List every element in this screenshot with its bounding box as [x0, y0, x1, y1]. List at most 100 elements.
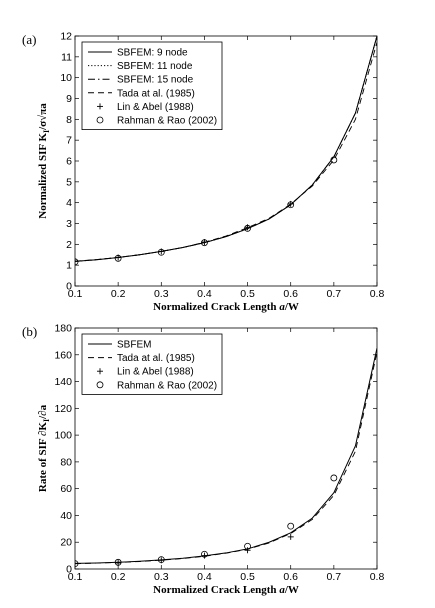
y-tick-label: 9 [66, 93, 72, 105]
x-tick-label: 0.5 [240, 288, 255, 300]
y-tick-label: 2 [66, 239, 72, 251]
data-point-circle [244, 224, 251, 232]
series-line [75, 36, 377, 262]
data-point-plus [287, 533, 294, 540]
legend-entry: SBFEM: 9 node [117, 48, 188, 59]
x-axis-title: Normalized Crack Length a/W [153, 584, 299, 596]
data-point-plus [244, 547, 251, 554]
plot-area [75, 347, 377, 568]
series-6 [75, 156, 338, 266]
legend-entry: Tada at al. (1985) [117, 353, 195, 364]
series-line [75, 42, 377, 262]
x-tick-label: 0.8 [370, 288, 385, 300]
legend: SBFEM Tada at al. (1985) Lin & Abel (1988)… [81, 333, 223, 395]
axes-box [74, 327, 378, 570]
x-tick-label: 0.6 [283, 571, 298, 583]
series-4 [75, 42, 377, 262]
legend-entry: Rahman & Rao (2002) [117, 380, 217, 391]
y-tick-label: 11 [61, 51, 72, 63]
series-4 [75, 474, 338, 568]
y-tick-label: 4 [66, 197, 72, 209]
panel-label: (b) [22, 324, 37, 339]
data-point-circle [244, 542, 251, 550]
data-point-circle [330, 474, 338, 482]
chart-panel-1: (a)0.1 0.2 0.3 0.4 0.5 0.6 0.7 0.80123456789101… [22, 31, 384, 314]
y-tick-label: 120 [54, 403, 72, 415]
y-tick-label: 6 [66, 156, 72, 168]
series-2 [75, 352, 377, 565]
data-point-circle [114, 254, 122, 262]
data-point-circle [287, 522, 295, 530]
y-tick-label: 1 [66, 260, 72, 272]
y-tick-label: 8 [66, 114, 72, 126]
y-tick-label: 180 [54, 323, 72, 335]
data-point-circle [201, 550, 208, 558]
data-point-circle [114, 558, 122, 566]
x-tick-label: 0.7 [327, 571, 342, 583]
chart-panel-2: (b) 0.1 0.2 0.3 0.4 0.5 0.6 0.7 0.8 0 20 40 60 80 100 1… [22, 323, 384, 597]
y-tick-label: 0 [66, 281, 72, 293]
legend-box [81, 41, 223, 130]
y-tick-label: 80 [60, 456, 72, 468]
y-tick-label: 7 [66, 135, 72, 147]
data-point-circle [330, 156, 338, 164]
y-tick-label: 140 [54, 376, 72, 388]
series-line [75, 352, 377, 565]
y-tick-label: 12 [60, 31, 72, 43]
y-axis-title-part: Normalized SIF K [37, 133, 49, 219]
legend-entry: SBFEM: 15 node [117, 75, 194, 86]
y-tick-label: 40 [60, 510, 72, 522]
x-tick-label: 0.1 [68, 571, 83, 583]
y-tick-label: 0 [66, 564, 72, 576]
x-tick-label: 0.8 [370, 571, 385, 583]
x-axis-title: Normalized Crack Length a/W [153, 301, 299, 313]
x-axis-title-part: Normalized Crack Length [153, 584, 279, 596]
x-tick-label: 0.6 [283, 288, 298, 300]
x-tick-label: 0.2 [111, 571, 126, 583]
data-point-plus [75, 560, 78, 567]
y-tick-label: 20 [60, 537, 72, 549]
series-3 [75, 533, 294, 567]
y-tick-label: 60 [60, 483, 72, 495]
x-tick-label: 0.4 [197, 288, 212, 300]
y-axis-title: Rate of SIF ∂KI/∂a [37, 404, 51, 492]
x-tick-label: 0.7 [327, 288, 342, 300]
data-point-plus [75, 258, 78, 265]
legend-entry: SBFEM: 11 node [117, 61, 193, 72]
x-tick-label: 0.5 [240, 571, 255, 583]
legend-entry: Tada at al. (1985) [117, 88, 195, 99]
y-tick-label: 10 [60, 72, 72, 84]
legend: SBFEM: 9 node SBFEM: 11 node SBFEM: 15 nod… [81, 41, 223, 130]
x-tick-label: 0.3 [154, 571, 169, 583]
x-axis-title-part: /W [284, 301, 299, 313]
legend-entry: Rahman & Rao (2002) [117, 116, 217, 127]
legend-entry: SBFEM [117, 340, 151, 351]
y-axis-title: Normalized SIF KI/σ√πa [37, 103, 51, 219]
x-tick-label: 0.4 [197, 571, 212, 583]
panel-label: (a) [22, 32, 36, 47]
legend-marker [96, 381, 104, 389]
x-axis-title-part: /W [284, 584, 299, 596]
x-axis-title-part: Normalized Crack Length [153, 301, 279, 313]
series-3 [75, 36, 377, 262]
x-tick-label: 0.2 [111, 288, 126, 300]
data-point-circle [157, 248, 165, 256]
data-point-plus [201, 552, 208, 559]
data-point-circle [75, 258, 79, 266]
y-tick-label: 3 [66, 218, 72, 230]
y-tick-label: 100 [54, 430, 72, 442]
y-axis-title-part: /∂a [37, 404, 49, 419]
plot-area [75, 36, 377, 266]
x-tick-label: 0.1 [68, 288, 83, 300]
y-axis-title-part: Rate of SIF ∂K [37, 422, 49, 493]
y-tick-label: 5 [66, 176, 72, 188]
y-tick-label: 160 [54, 349, 72, 361]
legend-marker [96, 116, 104, 124]
y-axis-title-part: I [42, 419, 51, 422]
x-axis-title-part: a [279, 301, 285, 313]
x-tick-label: 0.3 [154, 288, 169, 300]
legend-entry: Lin & Abel (1988) [117, 367, 194, 378]
data-point-circle [287, 201, 295, 209]
y-axis-title-part: /σ√πa [37, 103, 49, 131]
